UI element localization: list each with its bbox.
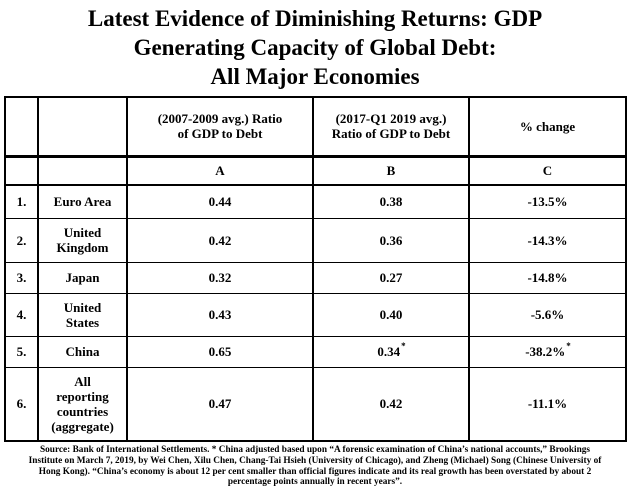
- value-c: -14.3%: [468, 217, 627, 263]
- header-cell-empty-country: [37, 96, 128, 158]
- country-name-line: All: [74, 373, 91, 389]
- value-c-number: -38.2%: [525, 344, 566, 359]
- row-number: 1.: [4, 184, 39, 219]
- country-name: United States: [37, 292, 128, 337]
- value-c: -13.5%: [468, 184, 627, 219]
- table-header-row: (2007-2009 avg.) Ratio of GDP to Debt (2…: [4, 96, 627, 158]
- header-col-a-line: of GDP to Debt: [177, 126, 263, 142]
- footnote-asterisk: *: [566, 340, 571, 351]
- source-note-line: Hong Kong). “China’s economy is about 12…: [38, 466, 592, 477]
- value-b: 0.42: [312, 366, 470, 442]
- country-name-line: United: [63, 299, 102, 315]
- value-a: 0.43: [126, 292, 314, 337]
- table-row-all-reporting: 6. All reporting countries (aggregate) 0…: [4, 366, 627, 442]
- country-name-line: (aggregate): [51, 418, 114, 434]
- header-cell-col-a: (2007-2009 avg.) Ratio of GDP to Debt: [126, 96, 314, 158]
- source-note-line: percentage points annually in recent yea…: [227, 477, 403, 488]
- letter-cell-b: B: [312, 155, 470, 186]
- source-note-line: Source: Bank of International Settlement…: [39, 445, 591, 455]
- value-c: -14.8%: [468, 261, 627, 294]
- value-b: 0.34*: [312, 335, 470, 368]
- row-number: 5.: [4, 335, 39, 368]
- country-name-line: Japan: [65, 270, 100, 285]
- value-a: 0.32: [126, 261, 314, 294]
- header-cell-col-c: % change: [468, 96, 627, 158]
- page-title: Latest Evidence of Diminishing Returns: …: [0, 0, 630, 91]
- value-a: 0.65: [126, 335, 314, 368]
- value-b: 0.27: [312, 261, 470, 294]
- source-note: Source: Bank of International Settlement…: [0, 445, 630, 488]
- country-name-line: reporting: [56, 388, 109, 404]
- header-cell-col-b: (2017-Q1 2019 avg.) Ratio of GDP to Debt: [312, 96, 470, 158]
- country-name-line: States: [65, 314, 100, 330]
- footnote-asterisk: *: [401, 340, 406, 351]
- value-a: 0.42: [126, 217, 314, 263]
- country-name-line: United: [63, 225, 102, 240]
- value-b: 0.40: [312, 292, 470, 337]
- country-name-line: countries: [56, 403, 109, 419]
- table-row-euro-area: 1. Euro Area 0.44 0.38 -13.5%: [4, 184, 627, 219]
- country-name-line: Kingdom: [56, 240, 109, 255]
- row-number: 2.: [4, 217, 39, 263]
- country-name: United Kingdom: [37, 217, 128, 263]
- header-col-b-line: (2017-Q1 2019 avg.): [335, 111, 447, 127]
- source-note-line: Institute on March 7, 2019, by Wei Chen,…: [28, 455, 602, 466]
- value-a: 0.47: [126, 366, 314, 442]
- table-row-china: 5. China 0.65 0.34* -38.2%*: [4, 335, 627, 368]
- country-name-line: Euro Area: [53, 194, 112, 210]
- gdp-debt-table: (2007-2009 avg.) Ratio of GDP to Debt (2…: [4, 96, 627, 442]
- table-row-japan: 3. Japan 0.32 0.27 -14.8%: [4, 261, 627, 294]
- country-name: China: [37, 335, 128, 368]
- letter-cell-empty-num: [4, 155, 39, 186]
- value-c: -11.1%: [468, 366, 627, 442]
- letter-cell-c: C: [468, 155, 627, 186]
- letter-cell-empty-country: [37, 155, 128, 186]
- country-name: All reporting countries (aggregate): [37, 366, 128, 442]
- value-b: 0.38: [312, 184, 470, 219]
- page-title-line: All Major Economies: [210, 64, 420, 89]
- value-c: -38.2%*: [468, 335, 627, 368]
- value-b: 0.36: [312, 217, 470, 263]
- column-letter-row: A B C: [4, 155, 627, 186]
- letter-cell-a: A: [126, 155, 314, 186]
- row-number: 3.: [4, 261, 39, 294]
- row-number: 6.: [4, 366, 39, 442]
- table-row-united-states: 4. United States 0.43 0.40 -5.6%: [4, 292, 627, 337]
- value-a: 0.44: [126, 184, 314, 219]
- value-b-number: 0.34: [377, 344, 401, 359]
- header-col-a-line: (2007-2009 avg.) Ratio: [157, 111, 283, 127]
- row-number: 4.: [4, 292, 39, 337]
- header-cell-empty-num: [4, 96, 39, 158]
- header-col-b-line: Ratio of GDP to Debt: [331, 126, 451, 142]
- country-name: Euro Area: [37, 184, 128, 219]
- country-name-line: China: [65, 344, 100, 359]
- table-row-united-kingdom: 2. United Kingdom 0.42 0.36 -14.3%: [4, 217, 627, 263]
- page-title-line: Generating Capacity of Global Debt:: [133, 35, 497, 60]
- country-name: Japan: [37, 261, 128, 294]
- page-title-line: Latest Evidence of Diminishing Returns: …: [87, 6, 543, 31]
- value-c: -5.6%: [468, 292, 627, 337]
